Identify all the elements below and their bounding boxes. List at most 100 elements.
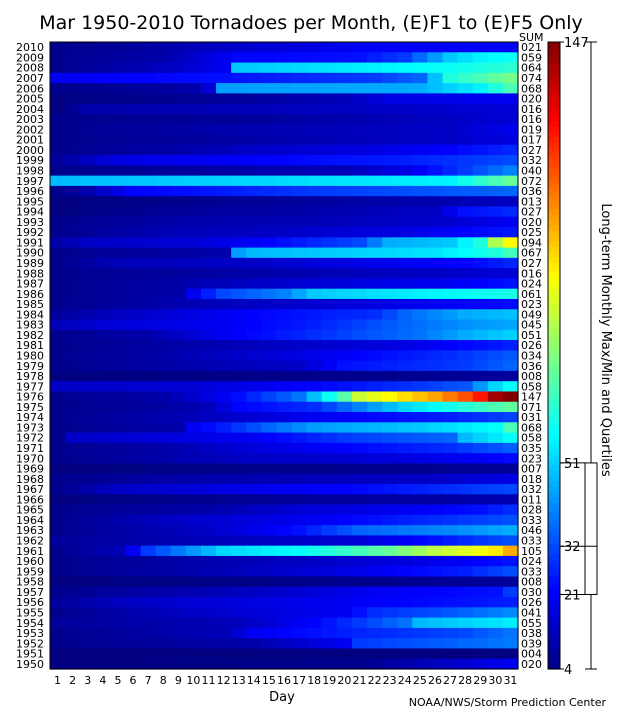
heatmap-cell: [125, 124, 142, 136]
colorbar-segment: [548, 230, 560, 236]
heatmap-cell: [351, 268, 368, 280]
heatmap-cell: [261, 576, 278, 588]
heatmap-cell: [306, 617, 323, 629]
heatmap-cell: [246, 422, 262, 434]
day-tick-label: 20: [337, 674, 351, 687]
heatmap-cell: [336, 535, 353, 547]
heatmap-cell: [412, 298, 429, 310]
heatmap-cell: [110, 381, 127, 393]
colorbar-segment: [548, 183, 560, 189]
heatmap-cell: [200, 309, 217, 321]
heatmap-cell: [382, 257, 398, 269]
year-tick-label: 2002: [16, 123, 44, 136]
heatmap-cell: [170, 165, 187, 177]
heatmap-cell: [397, 432, 413, 444]
heatmap-cell: [291, 401, 308, 413]
heatmap-cell: [427, 525, 444, 536]
heatmap-cell: [50, 288, 66, 300]
heatmap-cell: [336, 432, 353, 444]
heatmap-cell: [502, 257, 519, 269]
quartile-box: [584, 462, 598, 595]
heatmap-cell: [291, 237, 308, 249]
heatmap-cell: [261, 442, 278, 454]
heatmap-cell: [80, 257, 96, 269]
heatmap-cell: [50, 473, 66, 485]
heatmap-cell: [95, 185, 111, 197]
heatmap-cell: [80, 319, 96, 331]
heatmap-cell: [246, 196, 262, 208]
heatmap-cell: [95, 52, 111, 64]
heatmap-cell: [65, 638, 81, 650]
heatmap-cell: [80, 72, 96, 84]
heatmap-cell: [336, 216, 353, 228]
heatmap-cell: [472, 257, 489, 269]
colorbar-segment: [548, 109, 560, 116]
heatmap-cell: [231, 247, 247, 259]
heatmap-cell: [382, 268, 398, 280]
heatmap-cell: [351, 165, 368, 177]
heatmap-cell: [367, 350, 383, 362]
heatmap-cell: [231, 566, 247, 578]
heatmap-cell: [397, 504, 413, 516]
heatmap-cell: [185, 401, 202, 413]
heatmap-cell: [231, 62, 247, 74]
heatmap-cell: [412, 381, 429, 393]
heatmap-cell: [155, 206, 172, 218]
heatmap-cell: [65, 370, 81, 382]
heatmap-cell: [155, 113, 172, 125]
heatmap-cell: [306, 463, 323, 475]
heatmap-cell: [427, 319, 444, 331]
heatmap-cell: [472, 494, 489, 506]
heatmap-cell: [367, 319, 383, 331]
heatmap-cell: [261, 658, 278, 670]
heatmap-cell: [140, 432, 157, 444]
colorbar-tick-label: 51: [564, 457, 581, 472]
heatmap-cell: [382, 155, 398, 166]
heatmap-cell: [382, 216, 398, 228]
heatmap-cell: [110, 473, 127, 485]
colorbar-segment: [548, 345, 560, 351]
heatmap-cell: [276, 535, 293, 547]
colorbar-segment: [548, 360, 560, 367]
colorbar-segment: [548, 287, 560, 294]
heatmap-cell: [321, 206, 338, 218]
heatmap-cell: [185, 463, 202, 475]
heatmap-cell: [200, 494, 217, 506]
heatmap-cell: [170, 412, 187, 423]
sum-tick-label: 040: [521, 164, 542, 177]
heatmap-cell: [185, 124, 202, 136]
heatmap-cell: [246, 504, 262, 516]
year-tick-label: 1982: [16, 329, 44, 342]
heatmap-cell: [336, 401, 353, 413]
heatmap-cell: [110, 627, 127, 639]
heatmap-cell: [125, 216, 142, 228]
heatmap-cell: [185, 62, 202, 74]
heatmap-cell: [276, 627, 293, 639]
heatmap-cell: [261, 257, 278, 269]
heatmap-cell: [216, 483, 232, 495]
heatmap-cell: [125, 93, 142, 105]
heatmap-cell: [336, 62, 353, 74]
heatmap-cell: [200, 422, 217, 434]
heatmap-cell: [412, 514, 429, 526]
heatmap-cell: [216, 124, 232, 136]
heatmap-cell: [95, 525, 111, 536]
heatmap-cell: [367, 525, 383, 536]
heatmap-cell: [125, 514, 142, 526]
heatmap-cell: [246, 52, 262, 64]
heatmap-cell: [291, 576, 308, 588]
heatmap-cell: [306, 350, 323, 362]
heatmap-cell: [185, 42, 202, 53]
sum-tick-label: 059: [521, 51, 542, 64]
heatmap-cell: [412, 144, 429, 156]
heatmap-cell: [502, 401, 519, 413]
heatmap-cell: [412, 227, 429, 238]
heatmap-cell: [306, 185, 323, 197]
heatmap-cell: [442, 134, 459, 146]
heatmap-cell: [50, 247, 66, 259]
heatmap-cell: [80, 607, 96, 619]
heatmap-cell: [200, 257, 217, 269]
heatmap-cell: [261, 463, 278, 475]
heatmap-cell: [80, 658, 96, 670]
heatmap-cell: [457, 319, 474, 331]
